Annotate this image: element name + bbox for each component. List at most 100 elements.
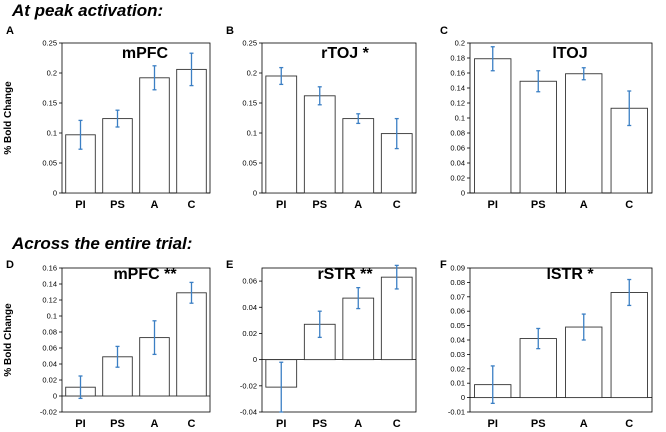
bar-c [176,68,207,194]
y-tick-label: 0.08 [450,129,465,138]
section-title-peak: At peak activation: [11,1,163,20]
y-tick-label: 0.1 [247,129,257,138]
y-tick-label: 0.15 [242,99,257,108]
category-label: PS [110,199,125,211]
y-tick-label: 0.14 [42,280,57,289]
y-tick-label: 0.25 [42,39,57,48]
category-label: A [151,199,159,211]
category-label: A [580,418,588,430]
chart-title: lTOJ [552,45,587,62]
y-tick-label: 0.06 [450,144,465,153]
category-label: PS [312,418,327,430]
y-tick-label: -0.04 [240,408,257,417]
category-label: PS [312,199,327,211]
y-tick-label: 0.18 [450,54,465,63]
y-tick-label: 0.14 [450,84,465,93]
y-tick-label: 0.09 [450,264,465,273]
y-tick-label: 0 [461,393,465,402]
y-tick-label: 0.15 [42,99,57,108]
bar-pi [474,58,512,194]
y-tick-label: -0.02 [40,408,57,417]
category-label: C [188,418,196,430]
category-label: C [188,199,196,211]
y-tick-label: 0.1 [47,129,57,138]
bar-ps [519,338,557,399]
y-tick-label: -0.02 [240,381,257,390]
y-tick-label: 0.12 [450,99,465,108]
category-label: A [580,199,588,211]
y-tick-label: 0.06 [450,307,465,316]
y-tick-label: 0.02 [242,329,257,338]
y-tick-label: 0.04 [450,336,465,345]
y-tick-label: 0.12 [42,296,57,305]
y-tick-label: 0.06 [42,344,57,353]
y-tick-label: 0.1 [47,312,57,321]
y-tick-label: 0.04 [42,360,57,369]
chart-title: rSTR ** [317,266,373,283]
bar-c [610,292,648,399]
y-axis-label: % Bold Change [3,303,14,377]
y-tick-label: 0.25 [242,39,257,48]
panel-letter: C [440,25,448,37]
bar-ps [519,80,557,194]
y-tick-label: 0.02 [42,376,57,385]
category-label: PI [75,418,85,430]
category-label: PI [75,199,85,211]
category-label: A [354,418,362,430]
category-label: PI [488,199,498,211]
y-tick-label: 0 [253,355,257,364]
chart-title: lSTR * [546,266,594,283]
category-label: PI [276,199,286,211]
y-tick-label: 0.02 [450,364,465,373]
y-tick-label: 0.05 [42,159,57,168]
bar-a [139,77,170,194]
panel-letter: F [440,259,447,271]
y-tick-label: 0.04 [450,159,465,168]
category-label: PS [531,199,546,211]
category-label: C [393,418,401,430]
y-tick-label: 0.08 [42,328,57,337]
y-tick-label: 0.08 [450,278,465,287]
y-tick-label: 0 [53,189,57,198]
y-tick-label: 0 [253,189,257,198]
y-tick-label: 0.16 [42,264,57,273]
y-tick-label: 0.03 [450,350,465,359]
y-tick-label: 0.2 [47,69,57,78]
category-label: C [625,418,633,430]
chart-title: mPFC [122,45,169,62]
y-tick-label: 0.02 [450,174,465,183]
y-tick-label: 0.06 [242,277,257,286]
y-tick-label: 0.01 [450,379,465,388]
y-tick-label: 0.04 [242,303,257,312]
bar-a [342,118,375,194]
section-title-entire-trial: Across the entire trial: [11,234,192,253]
category-label: PS [531,418,546,430]
category-label: PI [276,418,286,430]
y-tick-label: 0.1 [455,114,465,123]
bar-c [176,292,207,397]
y-tick-label: 0.16 [450,69,465,78]
y-tick-label: 0.05 [450,321,465,330]
plot-frame [61,267,211,413]
panel-letter: E [226,259,233,271]
category-label: C [625,199,633,211]
category-label: C [393,199,401,211]
y-tick-label: 0.05 [242,159,257,168]
category-label: A [151,418,159,430]
bar-a [565,73,603,194]
plot-frame [261,267,417,413]
panel-letter: A [6,25,14,37]
chart-title: rTOJ * [321,45,370,62]
y-tick-label: 0.07 [450,292,465,301]
y-tick-label: 0.2 [247,69,257,78]
bar-pi [265,75,298,194]
category-label: PS [110,418,125,430]
